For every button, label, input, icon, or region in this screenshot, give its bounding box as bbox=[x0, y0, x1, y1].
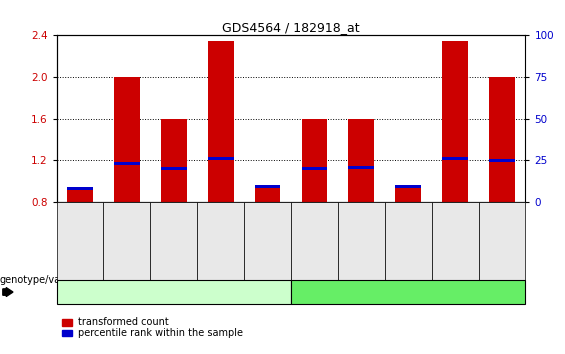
Text: wild type: wild type bbox=[150, 287, 198, 297]
Bar bbox=[114, 162, 140, 165]
Text: percentile rank within the sample: percentile rank within the sample bbox=[78, 328, 243, 338]
Text: GSM958835: GSM958835 bbox=[451, 215, 459, 266]
Bar bbox=[114, 77, 140, 202]
Bar bbox=[396, 185, 421, 188]
Text: genotype/variation: genotype/variation bbox=[0, 275, 93, 285]
Text: GSM958831: GSM958831 bbox=[263, 215, 272, 266]
Text: GSM958827: GSM958827 bbox=[76, 215, 84, 266]
Bar bbox=[442, 41, 468, 202]
Text: GSM958832: GSM958832 bbox=[310, 215, 319, 266]
Bar bbox=[161, 167, 186, 170]
Bar bbox=[208, 156, 233, 160]
Bar bbox=[302, 167, 327, 170]
Title: GDS4564 / 182918_at: GDS4564 / 182918_at bbox=[222, 21, 360, 34]
Bar bbox=[489, 159, 515, 162]
Text: transformed count: transformed count bbox=[78, 318, 169, 327]
Bar bbox=[208, 41, 233, 202]
Text: GSM958830: GSM958830 bbox=[216, 215, 225, 266]
Bar bbox=[489, 77, 515, 202]
Text: GSM958836: GSM958836 bbox=[498, 215, 506, 266]
Bar bbox=[161, 119, 186, 202]
Bar bbox=[349, 166, 374, 169]
Text: GSM958833: GSM958833 bbox=[357, 215, 366, 266]
Bar bbox=[396, 188, 421, 202]
Bar bbox=[302, 119, 327, 202]
Bar bbox=[67, 188, 93, 202]
Text: GSM958834: GSM958834 bbox=[404, 215, 412, 266]
Text: xpa-1 mutant: xpa-1 mutant bbox=[373, 287, 444, 297]
Bar bbox=[67, 187, 93, 190]
Bar bbox=[349, 119, 374, 202]
Bar bbox=[255, 186, 280, 202]
Bar bbox=[255, 185, 280, 188]
Text: GSM958828: GSM958828 bbox=[123, 215, 131, 266]
Bar bbox=[442, 156, 468, 160]
Text: GSM958829: GSM958829 bbox=[170, 215, 178, 266]
